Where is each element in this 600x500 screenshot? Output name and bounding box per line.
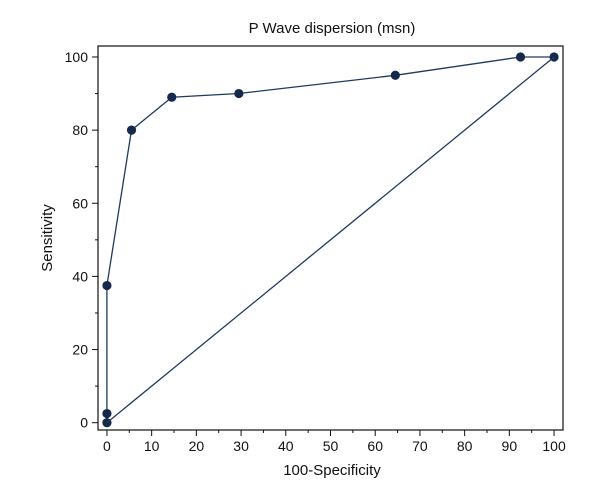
x-tick-label: 40 [278,438,294,454]
y-tick-label: 60 [72,195,88,211]
chart-title: P Wave dispersion (msn) [249,20,416,37]
data-point [102,408,112,419]
x-axis-label: 100-Specificity [283,462,381,479]
x-tick-label: 70 [412,438,428,454]
reference-diagonal-line [106,56,555,424]
data-point [102,280,112,291]
y-tick-label: 100 [65,49,89,65]
y-tick-label: 80 [72,122,88,138]
x-tick-label: 0 [103,438,111,454]
data-point [234,88,244,99]
y-tick-label: 40 [72,268,88,284]
x-tick-label: 90 [502,438,518,454]
y-axis: 0 20 40 60 80 100 [65,49,98,431]
x-axis: 0 10 20 30 40 50 60 70 80 90 100 [103,430,566,454]
x-tick-label: 20 [189,438,205,454]
x-tick-label: 10 [144,438,160,454]
data-point [126,125,137,135]
data-point [390,70,400,80]
series-layer [102,52,559,428]
y-tick-label: 0 [80,415,88,431]
data-point [167,92,177,102]
x-tick-label: 30 [233,438,249,454]
y-axis-label: Sensitivity [39,204,56,272]
x-tick-label: 60 [367,438,383,454]
x-tick-label: 100 [542,438,566,454]
x-tick-label: 80 [457,438,473,454]
x-tick-label: 50 [323,438,339,454]
data-point [515,52,526,62]
y-tick-label: 20 [72,342,88,358]
